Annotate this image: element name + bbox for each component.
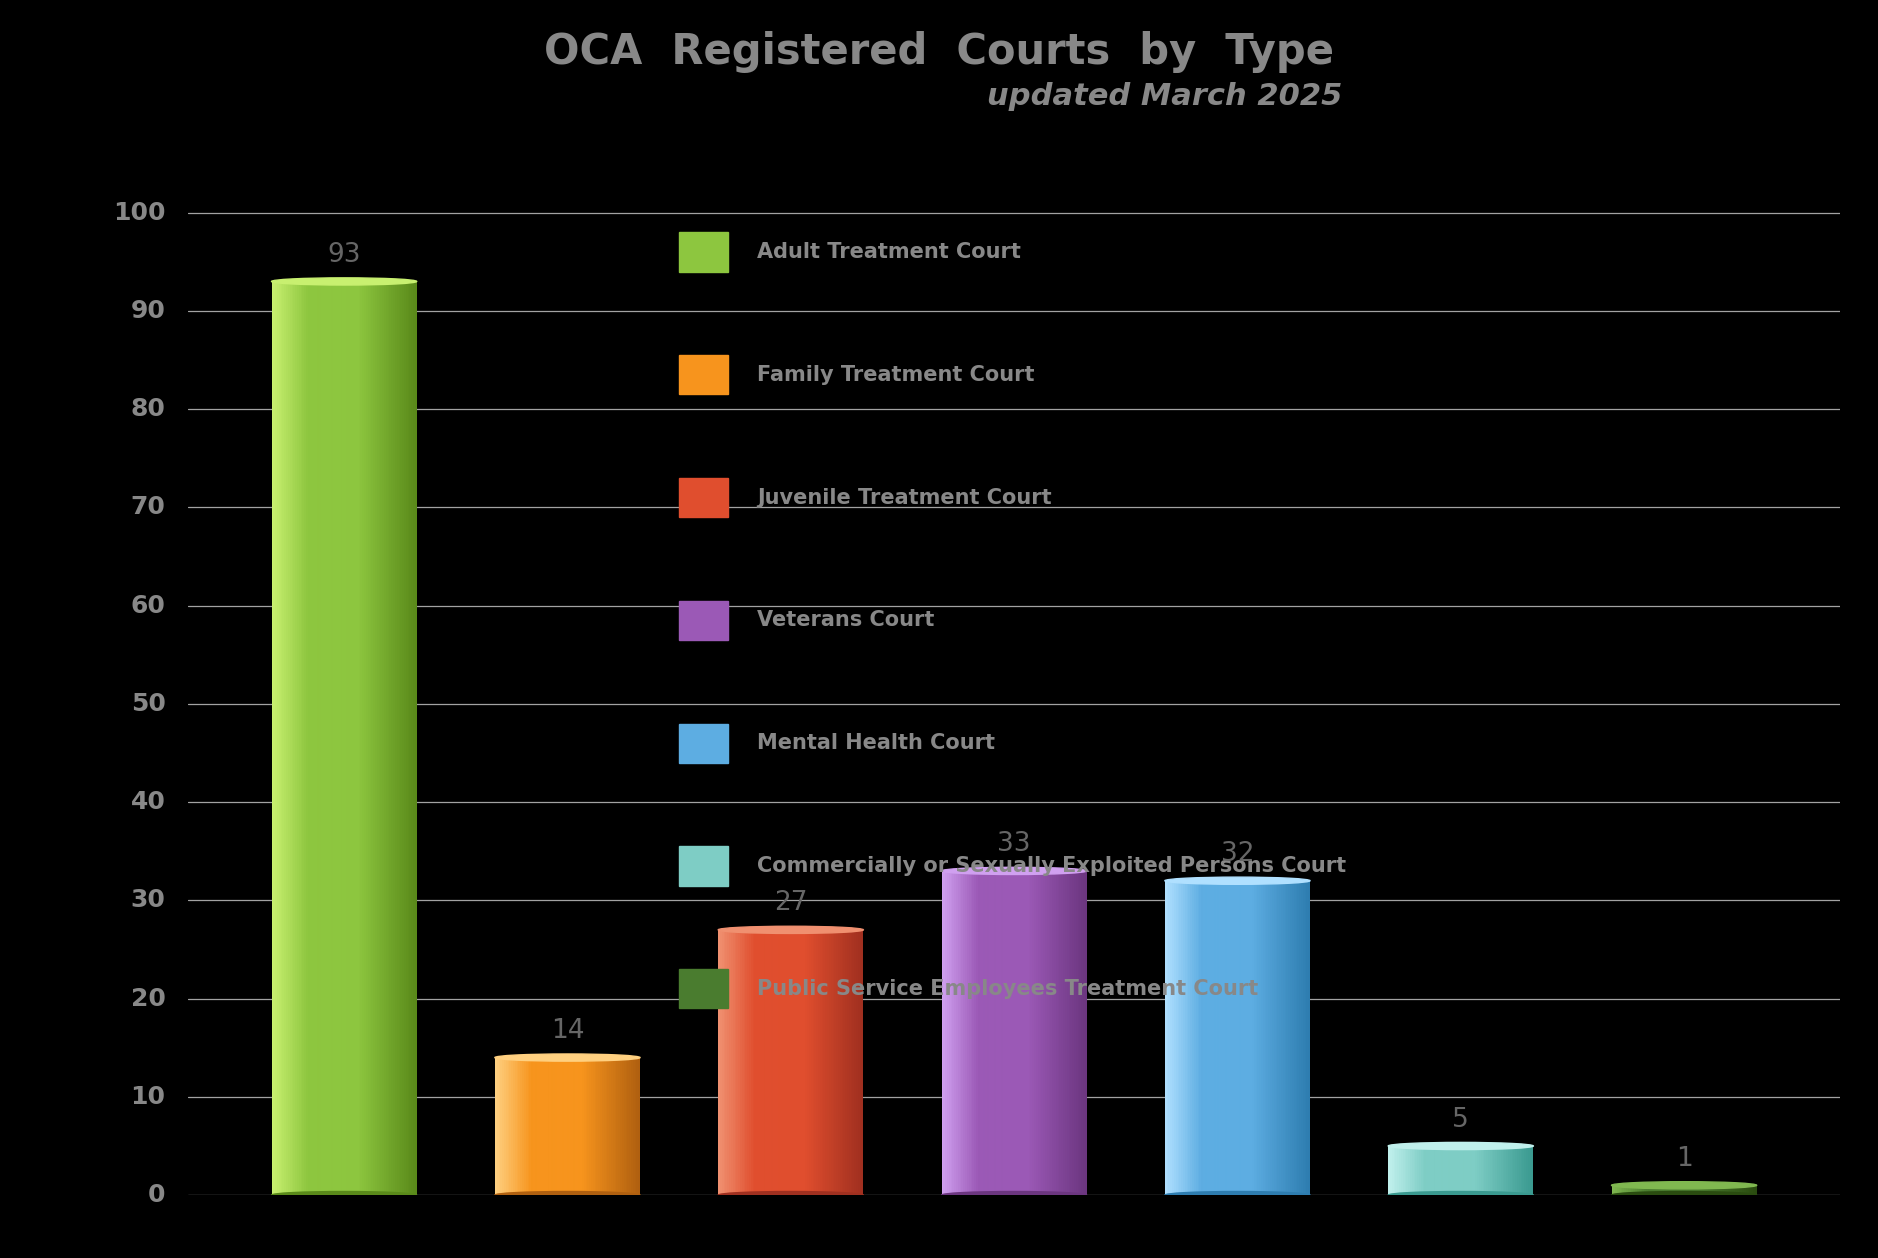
Text: Veterans Court: Veterans Court [757,610,935,630]
Bar [680,847,729,886]
Text: 1: 1 [1675,1146,1692,1172]
Text: 40: 40 [131,790,165,814]
Ellipse shape [1388,1142,1532,1150]
Text: Family Treatment Court: Family Treatment Court [757,365,1035,385]
Bar [680,478,729,517]
Ellipse shape [496,1054,640,1062]
Ellipse shape [1164,877,1311,884]
Text: 60: 60 [131,594,165,618]
Text: 10: 10 [130,1084,165,1108]
Text: Mental Health Court: Mental Health Court [757,733,995,754]
Text: 27: 27 [774,891,808,916]
Text: 100: 100 [113,201,165,225]
Text: 93: 93 [327,242,361,268]
Ellipse shape [717,926,864,933]
Ellipse shape [941,1191,1087,1199]
Text: 0: 0 [148,1183,165,1208]
Text: 30: 30 [131,888,165,912]
Ellipse shape [1164,1191,1311,1199]
Ellipse shape [1611,1181,1756,1189]
Text: 33: 33 [997,832,1031,858]
Ellipse shape [941,867,1087,874]
Text: 90: 90 [131,299,165,323]
Text: Public Service Employees Treatment Court: Public Service Employees Treatment Court [757,979,1258,999]
Text: Adult Treatment Court: Adult Treatment Court [757,242,1022,262]
Ellipse shape [717,1191,864,1199]
Text: OCA  Registered  Courts  by  Type: OCA Registered Courts by Type [545,31,1333,73]
Text: Juvenile Treatment Court: Juvenile Treatment Court [757,488,1052,507]
Text: 50: 50 [131,692,165,716]
Text: 80: 80 [131,398,165,421]
Text: 5: 5 [1452,1107,1469,1132]
Ellipse shape [1611,1191,1756,1199]
Text: 70: 70 [131,496,165,520]
Ellipse shape [272,1191,417,1199]
Text: 20: 20 [131,986,165,1010]
Ellipse shape [272,278,417,286]
Bar [680,601,729,640]
Text: updated March 2025: updated March 2025 [986,82,1343,111]
Text: 14: 14 [550,1018,584,1044]
Text: 32: 32 [1221,842,1255,867]
Ellipse shape [1388,1191,1532,1199]
Ellipse shape [496,1191,640,1199]
Bar [680,355,729,395]
Bar [680,233,729,272]
Bar [680,969,729,1009]
Text: Commercially or Sexually Exploited Persons Court: Commercially or Sexually Exploited Perso… [757,855,1347,876]
Bar [680,723,729,762]
